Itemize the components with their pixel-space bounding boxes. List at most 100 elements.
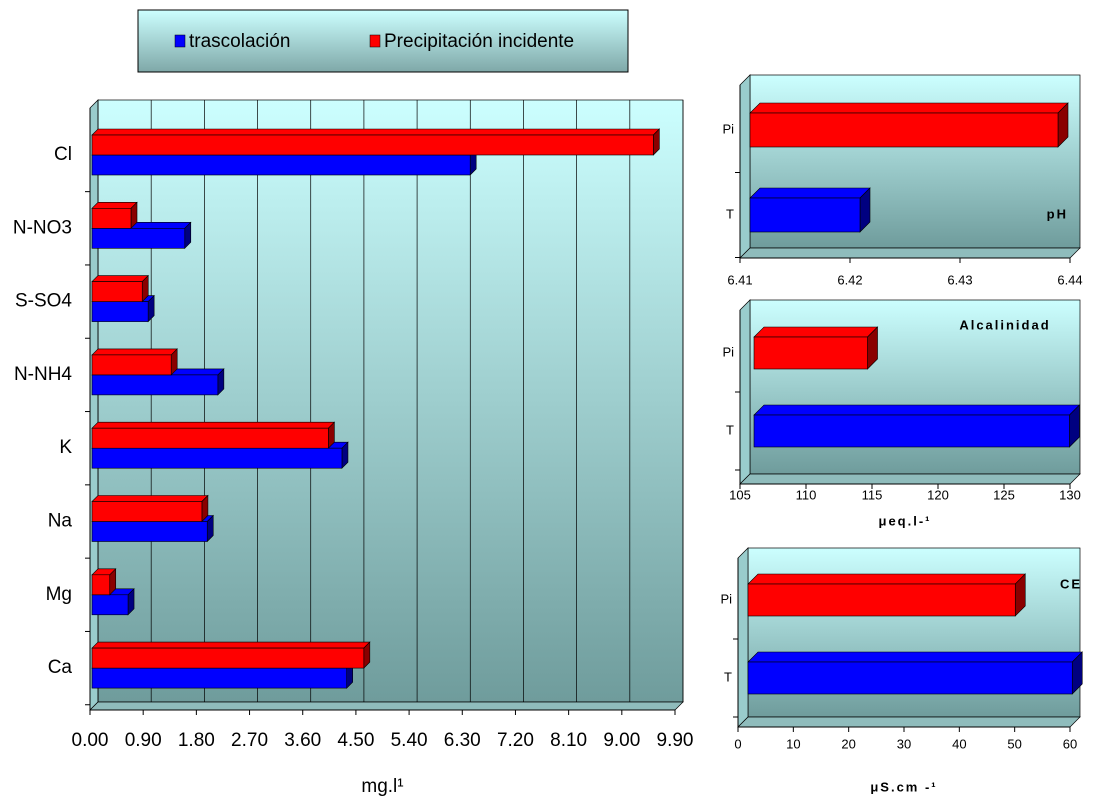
y-tick-label: Pi — [722, 344, 734, 359]
bar — [747, 661, 1073, 695]
y-tick-label: N-NO3 — [13, 217, 72, 238]
x-tick-label: 5.40 — [391, 730, 428, 751]
side-wall — [737, 547, 749, 728]
chart-title: CE — [1060, 576, 1082, 591]
x-axis-label: mg.l¹ — [361, 776, 403, 797]
bar — [91, 501, 203, 522]
side-wall — [89, 99, 99, 711]
x-tick-label: 6.42 — [837, 272, 862, 287]
bar — [91, 301, 149, 322]
chart-title: pH — [1047, 206, 1068, 221]
x-tick-label: 6.44 — [1057, 272, 1082, 287]
bar-top — [753, 326, 879, 338]
floor — [737, 716, 1081, 728]
x-tick-label: 6.30 — [444, 730, 481, 751]
back-wall — [97, 99, 684, 703]
bar-top — [91, 202, 138, 209]
bar — [747, 583, 1016, 617]
legend-swatch — [369, 34, 381, 48]
bar — [91, 134, 654, 156]
bar — [749, 197, 861, 233]
chart-panel: 0 10 20 30 40 50 60 Pi T CE μS.cm -¹ — [720, 547, 1083, 794]
x-axis-label: μeq.l-¹ — [878, 513, 931, 528]
bar — [91, 574, 111, 596]
x-tick-label: 120 — [927, 487, 949, 502]
x-tick-label: 0 — [734, 736, 741, 751]
y-tick-label: Pi — [720, 591, 732, 606]
legend-label: trascolación — [189, 31, 290, 52]
x-tick-label: 0.00 — [72, 730, 109, 751]
x-tick-label: 20 — [841, 736, 855, 751]
y-tick-label: T — [726, 422, 734, 437]
x-tick-label: 105 — [729, 487, 751, 502]
y-tick-label: T — [724, 669, 732, 684]
x-tick-label: 60 — [1063, 736, 1077, 751]
x-tick-label: 0.90 — [125, 730, 162, 751]
legend-label: Precipitación incidente — [384, 31, 574, 52]
floor — [89, 701, 684, 711]
x-tick-label: 2.70 — [231, 730, 268, 751]
y-tick-label: Cl — [54, 144, 72, 165]
legend: trascolación Precipitación incidente — [174, 31, 574, 52]
legend-box — [137, 9, 629, 73]
bar — [749, 112, 1059, 148]
bar — [91, 521, 208, 542]
x-tick-label: 40 — [952, 736, 966, 751]
bar — [91, 667, 347, 689]
bar-top — [747, 651, 1083, 663]
bar — [91, 427, 329, 449]
chart-panel: 6.41 6.42 6.43 6.44 Pi T pH — [722, 74, 1083, 287]
legend-swatch — [174, 34, 186, 48]
y-tick-label: Mg — [46, 584, 72, 605]
y-tick-label: Ca — [48, 657, 73, 678]
bar — [91, 447, 343, 469]
bar — [91, 374, 219, 396]
bar — [91, 228, 186, 249]
x-tick-label: 125 — [993, 487, 1015, 502]
bar-top — [91, 421, 336, 429]
y-tick-label: T — [726, 206, 734, 221]
y-tick-label: S-SO4 — [15, 291, 72, 312]
x-tick-label: 115 — [862, 487, 883, 502]
bar-top — [91, 641, 371, 649]
y-tick-label: N-NH4 — [14, 364, 72, 385]
side-wall — [739, 299, 751, 485]
x-tick-label: 110 — [796, 487, 817, 502]
chart-panel: 0.00 0.90 1.80 2.70 3.60 4.50 5.40 6.30 7.20 8.10… — [13, 99, 694, 797]
bar-top — [91, 495, 209, 502]
bar — [91, 154, 471, 176]
floor — [739, 473, 1081, 485]
bar-top — [749, 187, 871, 199]
x-tick-label: 8.10 — [550, 730, 587, 751]
x-tick-label: 130 — [1059, 487, 1081, 502]
chart-panel: 105 110 115 120 125 130 Pi T Alcalinidad μeq.l-¹ — [722, 299, 1081, 528]
bar — [753, 336, 868, 370]
bar-top — [747, 573, 1026, 585]
x-tick-label: 4.50 — [337, 730, 374, 751]
floor — [739, 247, 1081, 259]
x-tick-label: 6.43 — [947, 272, 972, 287]
x-tick-label: 3.60 — [284, 730, 321, 751]
x-axis-label: μS.cm -¹ — [870, 779, 937, 794]
x-tick-label: 50 — [1007, 736, 1021, 751]
x-tick-label: 10 — [786, 736, 800, 751]
x-tick-label: 9.00 — [603, 730, 640, 751]
y-tick-label: K — [59, 437, 72, 458]
x-tick-label: 9.90 — [657, 730, 694, 751]
x-tick-label: 6.41 — [727, 272, 752, 287]
bar — [753, 414, 1070, 448]
side-wall — [739, 74, 751, 259]
bar-top — [91, 275, 149, 282]
bar — [91, 354, 172, 376]
y-tick-label: Pi — [722, 121, 734, 136]
bar — [91, 647, 365, 669]
bar — [91, 594, 129, 616]
bar — [91, 208, 132, 229]
bar-top — [753, 404, 1081, 416]
x-tick-label: 7.20 — [497, 730, 534, 751]
chart-title: Alcalinidad — [959, 317, 1050, 332]
bar-top — [749, 102, 1069, 114]
x-tick-label: 30 — [897, 736, 911, 751]
bar-top — [91, 348, 178, 356]
